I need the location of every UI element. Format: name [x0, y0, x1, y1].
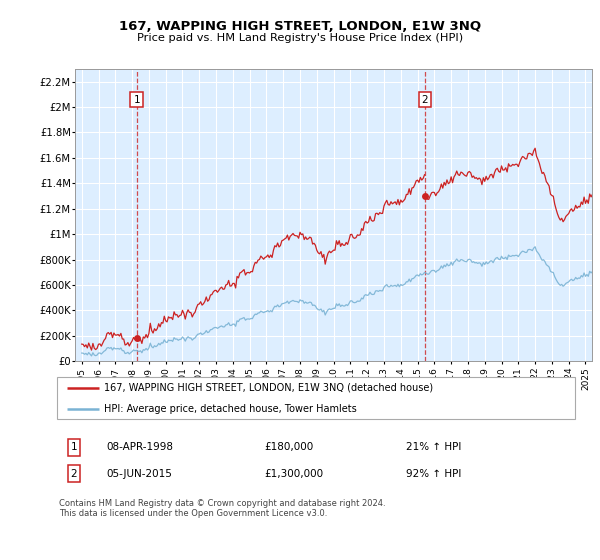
Text: 1: 1	[133, 95, 140, 105]
Text: £180,000: £180,000	[264, 442, 313, 452]
Text: Price paid vs. HM Land Registry's House Price Index (HPI): Price paid vs. HM Land Registry's House …	[137, 33, 463, 43]
Text: 2: 2	[421, 95, 428, 105]
Text: 167, WAPPING HIGH STREET, LONDON, E1W 3NQ: 167, WAPPING HIGH STREET, LONDON, E1W 3N…	[119, 20, 481, 34]
Text: £1,300,000: £1,300,000	[264, 469, 323, 479]
Text: Contains HM Land Registry data © Crown copyright and database right 2024.
This d: Contains HM Land Registry data © Crown c…	[59, 498, 386, 518]
Text: HPI: Average price, detached house, Tower Hamlets: HPI: Average price, detached house, Towe…	[104, 404, 356, 414]
Text: 2: 2	[71, 469, 77, 479]
Text: 05-JUN-2015: 05-JUN-2015	[107, 469, 172, 479]
Text: 92% ↑ HPI: 92% ↑ HPI	[406, 469, 461, 479]
Text: 1: 1	[71, 442, 77, 452]
Text: 08-APR-1998: 08-APR-1998	[107, 442, 173, 452]
Text: 21% ↑ HPI: 21% ↑ HPI	[406, 442, 461, 452]
FancyBboxPatch shape	[56, 377, 575, 419]
Text: 167, WAPPING HIGH STREET, LONDON, E1W 3NQ (detached house): 167, WAPPING HIGH STREET, LONDON, E1W 3N…	[104, 382, 433, 393]
